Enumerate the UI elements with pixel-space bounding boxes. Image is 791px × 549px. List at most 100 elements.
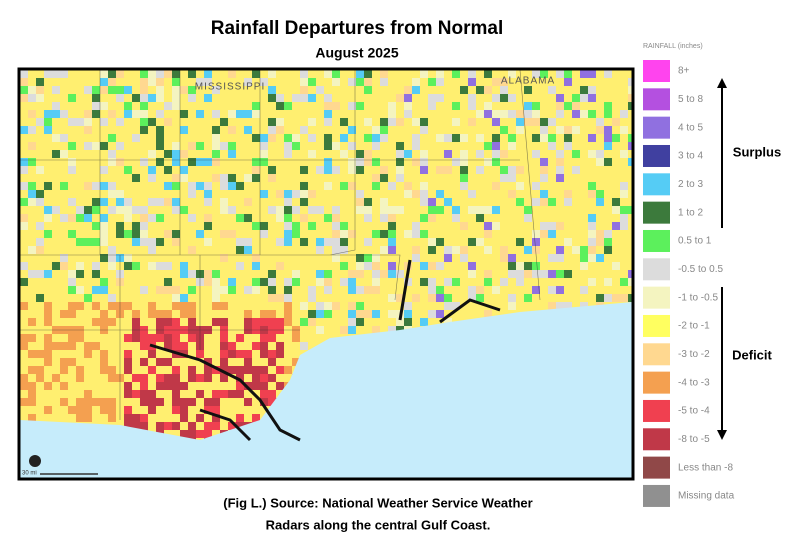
rain-cell	[308, 94, 316, 102]
rain-cell	[492, 142, 500, 150]
rain-cell	[364, 310, 372, 318]
rain-cell	[420, 150, 428, 158]
rain-cell	[420, 262, 428, 270]
rain-cell	[92, 102, 100, 110]
rain-cell	[260, 350, 268, 358]
rain-cell	[468, 286, 476, 294]
rain-cell	[300, 214, 308, 222]
rain-cell	[412, 246, 420, 254]
rain-cell	[364, 198, 372, 206]
rain-cell	[492, 94, 500, 102]
rain-cell	[508, 270, 516, 278]
rain-cell	[20, 70, 28, 78]
rain-cell	[372, 326, 380, 334]
rain-cell	[60, 366, 68, 374]
rain-cell	[356, 102, 364, 110]
rain-cell	[20, 334, 28, 342]
rain-cell	[284, 214, 292, 222]
rain-cell	[108, 134, 116, 142]
rain-cell	[300, 182, 308, 190]
boundaries	[20, 70, 541, 420]
rain-cell	[492, 118, 500, 126]
rain-cell	[324, 238, 332, 246]
rain-cell	[148, 262, 156, 270]
rain-cell	[300, 126, 308, 134]
rain-cell	[588, 254, 596, 262]
rain-cell	[220, 334, 228, 342]
rain-cell	[356, 78, 364, 86]
legend-label: -4 to -3	[678, 377, 710, 388]
rain-cell	[220, 318, 228, 326]
rain-cell	[188, 302, 196, 310]
rain-cell	[116, 70, 124, 78]
rain-cell	[36, 190, 44, 198]
rain-cell	[84, 118, 92, 126]
rain-cell	[140, 334, 148, 342]
rain-cell	[228, 174, 236, 182]
rain-cell	[164, 118, 172, 126]
rain-cell	[284, 206, 292, 214]
rain-cell	[308, 294, 316, 302]
rain-cell	[60, 254, 68, 262]
rain-cell	[212, 318, 220, 326]
rain-cell	[28, 246, 36, 254]
rain-cell	[124, 350, 132, 358]
rain-cell	[164, 166, 172, 174]
rain-cell	[300, 70, 308, 78]
rain-cell	[372, 310, 380, 318]
rain-cell	[324, 102, 332, 110]
rain-cell	[132, 230, 140, 238]
rain-cell	[156, 126, 164, 134]
rain-cell	[276, 366, 284, 374]
rain-cell	[60, 310, 68, 318]
rain-cell	[68, 214, 76, 222]
legend-label: 4 to 5	[678, 122, 703, 133]
rain-cell	[220, 390, 228, 398]
arrow-head	[717, 78, 727, 88]
rain-cell	[348, 102, 356, 110]
rain-cell	[436, 310, 444, 318]
rain-cell	[524, 110, 532, 118]
rain-cell	[132, 110, 140, 118]
legend-label: 0.5 to 1	[678, 236, 712, 247]
rain-cell	[132, 422, 140, 430]
rain-cell	[364, 134, 372, 142]
rain-cell	[84, 206, 92, 214]
rain-cell	[316, 326, 324, 334]
rain-cell	[20, 78, 28, 86]
rain-cell	[76, 286, 84, 294]
rain-cell	[252, 278, 260, 286]
rain-cell	[92, 206, 100, 214]
rain-cell	[316, 278, 324, 286]
rain-cell	[156, 310, 164, 318]
rain-cell	[508, 262, 516, 270]
rain-cell	[268, 94, 276, 102]
rain-cell	[140, 102, 148, 110]
rain-cell	[60, 398, 68, 406]
rain-cell	[20, 198, 28, 206]
rain-cell	[172, 70, 180, 78]
rain-cell	[196, 142, 204, 150]
rain-cell	[164, 358, 172, 366]
rain-cell	[532, 286, 540, 294]
rain-cell	[620, 222, 628, 230]
rain-cell	[324, 270, 332, 278]
rain-cell	[372, 254, 380, 262]
rain-cell	[540, 230, 548, 238]
rain-cell	[20, 342, 28, 350]
map-label: MISSISSIPPI	[195, 82, 265, 93]
rain-cell	[324, 166, 332, 174]
rain-cell	[260, 78, 268, 86]
rain-cell	[244, 78, 252, 86]
rain-cell	[532, 150, 540, 158]
rain-cell	[180, 430, 188, 438]
rain-cell	[356, 302, 364, 310]
rain-cell	[252, 382, 260, 390]
rain-cell	[68, 406, 76, 414]
rain-cell	[76, 406, 84, 414]
rain-cell	[452, 118, 460, 126]
rain-cell	[252, 318, 260, 326]
rain-cell	[516, 278, 524, 286]
rain-cell	[76, 302, 84, 310]
rain-cell	[276, 350, 284, 358]
